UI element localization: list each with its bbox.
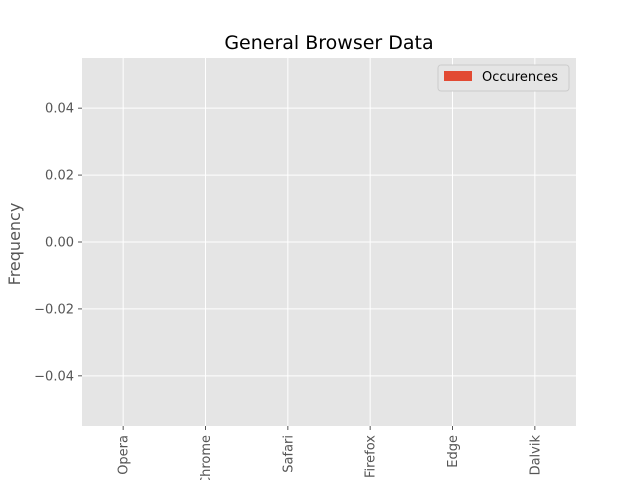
y-axis-ticks: −0.04 −0.02 0.00 0.02 0.04 [34,102,82,384]
legend-swatch [444,71,472,81]
grid-lines [82,58,576,426]
y-tick-label: −0.04 [34,369,74,384]
x-tick-label: Safari [281,435,296,473]
x-tick-label: Firefox [364,435,379,478]
y-axis-label: Frequency [5,203,24,286]
x-axis-ticks: Opera Chrome Safari Firefox Edge Dalvik [117,426,543,480]
x-tick-label: Edge [446,435,461,468]
legend: Occurences [437,64,570,92]
x-tick-label: Opera [117,435,132,475]
y-tick-label: 0.00 [45,236,74,251]
x-tick-label: Dalvik [528,435,543,476]
y-tick-label: 0.02 [45,169,74,184]
y-tick-label: 0.04 [45,102,74,117]
chart-title: General Browser Data [224,32,433,54]
legend-label: Occurences [482,70,558,85]
x-tick-label: Chrome [199,435,214,480]
y-tick-label: −0.02 [34,302,74,317]
